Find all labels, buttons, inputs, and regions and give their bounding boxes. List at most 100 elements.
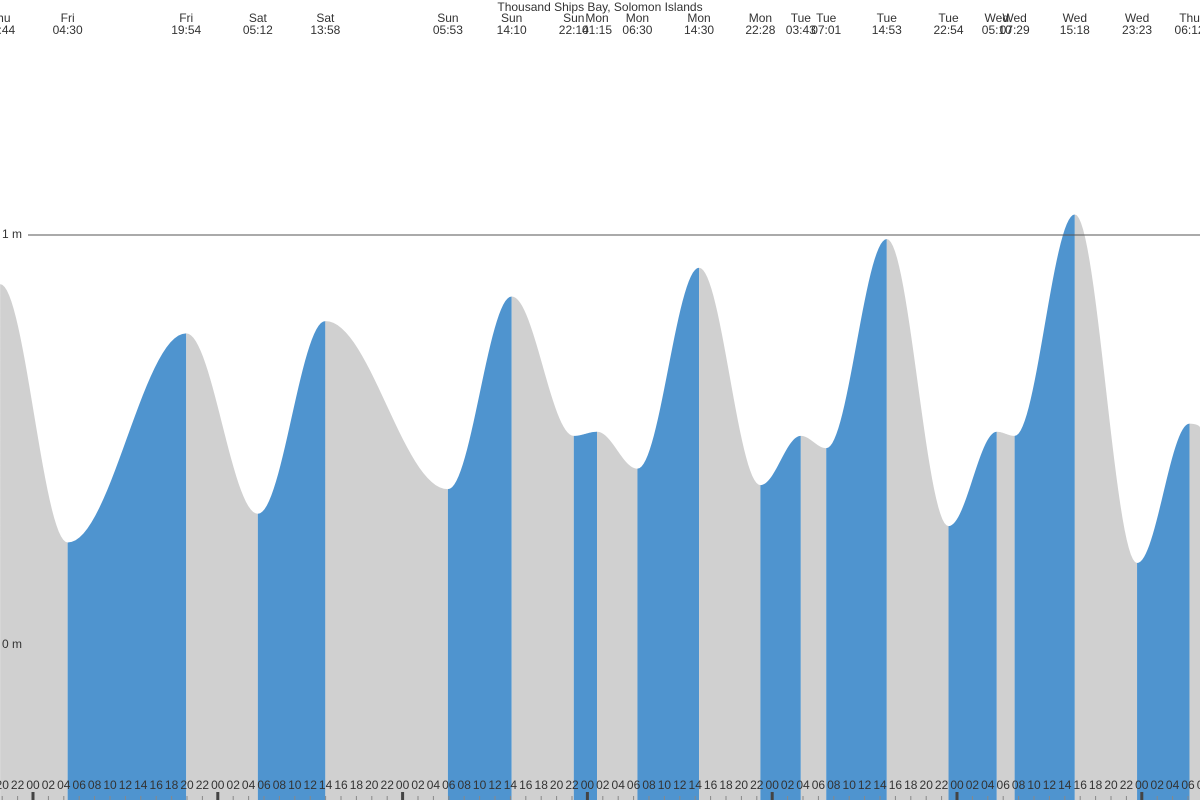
x-tick-label: 18 (1089, 778, 1103, 792)
x-tick-label: 08 (1012, 778, 1026, 792)
x-tick-label: 16 (334, 778, 348, 792)
x-tick-label: 10 (103, 778, 117, 792)
x-tick-label: 10 (658, 778, 672, 792)
x-tick-label: 14 (319, 778, 333, 792)
x-tick-label: 18 (165, 778, 179, 792)
extreme-day: Sat (316, 11, 335, 25)
falling-tide (996, 431, 1015, 800)
x-tick-label: 12 (858, 778, 872, 792)
x-tick-label: 18 (535, 778, 549, 792)
x-tick-label: 06 (627, 778, 641, 792)
x-tick-label: 14 (873, 778, 887, 792)
x-tick-label: 02 (42, 778, 56, 792)
extreme-time: 06:30 (622, 23, 652, 37)
tide-areas (0, 214, 1200, 800)
extreme-day: Wed (985, 11, 1009, 25)
y-tick-label: 1 m (2, 227, 22, 241)
x-tick-label: 08 (88, 778, 102, 792)
extreme-day: Thu (1179, 11, 1200, 25)
x-tick-label: 00 (26, 778, 40, 792)
extreme-day: Fri (61, 11, 75, 25)
axes (1, 234, 1200, 800)
falling-tide (800, 435, 827, 800)
extreme-time: 22:28 (745, 23, 775, 37)
chart-title: Thousand Ships Bay, Solomon Islands (497, 0, 702, 14)
extreme-day: Mon (687, 11, 710, 25)
x-tick-label: 04 (57, 778, 71, 792)
x-tick-label: 20 (735, 778, 749, 792)
x-tick-label: 06 (812, 778, 826, 792)
extreme-time: 07:29 (1000, 23, 1030, 37)
extreme-day: Sun (563, 11, 584, 25)
extreme-time: 03:43 (786, 23, 816, 37)
y-tick-label: 0 m (2, 637, 22, 651)
rising-tide (67, 333, 187, 800)
x-tick-label: 10 (843, 778, 857, 792)
x-tick-label: 22 (565, 778, 579, 792)
extreme-day: Wed (1002, 11, 1026, 25)
x-tick-label: 22 (1120, 778, 1134, 792)
extreme-day: Tue (877, 11, 898, 25)
x-tick-label: 08 (273, 778, 287, 792)
falling-tide (1074, 214, 1138, 800)
extreme-day: Sun (501, 11, 522, 25)
x-tick-label: 04 (796, 778, 810, 792)
rising-tide (760, 435, 801, 800)
falling-tide (511, 296, 574, 800)
x-tick-label: 14 (504, 778, 518, 792)
falling-tide (597, 431, 638, 800)
extreme-time: 23:23 (1122, 23, 1152, 37)
x-tick-label: 20 (550, 778, 564, 792)
rising-tide (826, 239, 887, 800)
x-tick-label: 06 (1181, 778, 1195, 792)
x-tick-label: 14 (1058, 778, 1072, 792)
x-tick-label: 00 (396, 778, 410, 792)
x-tick-label: 04 (1166, 778, 1180, 792)
x-tick-label: 22 (935, 778, 949, 792)
falling-tide (0, 284, 68, 800)
x-tick-label: 12 (1043, 778, 1057, 792)
extreme-day: Thu (0, 11, 10, 25)
extreme-time: 06:12 (1175, 23, 1200, 37)
x-tick-label: 18 (719, 778, 733, 792)
extreme-day: Tue (791, 11, 812, 25)
x-tick-label: 22 (750, 778, 764, 792)
x-tick-label: 08 (458, 778, 472, 792)
x-tick-label: 04 (981, 778, 995, 792)
extreme-time: 13:58 (310, 23, 340, 37)
x-tick-label: 22 (381, 778, 395, 792)
extreme-time: 05:53 (433, 23, 463, 37)
x-tick-label: 10 (288, 778, 302, 792)
extreme-time: 04:30 (53, 23, 83, 37)
x-tick-label: 12 (119, 778, 133, 792)
x-tick-label: 06 (997, 778, 1011, 792)
x-tick-label: 00 (766, 778, 780, 792)
rising-tide (637, 267, 700, 800)
x-tick-label: 00 (211, 778, 225, 792)
extreme-day: Tue (816, 11, 837, 25)
x-tick-label: 06 (73, 778, 87, 792)
extreme-time: 14:30 (684, 23, 714, 37)
x-tick-label: 10 (1027, 778, 1041, 792)
extreme-time: 07:01 (811, 23, 841, 37)
extreme-day: Sat (249, 11, 268, 25)
x-tick-label: 02 (227, 778, 241, 792)
extreme-day: Sun (437, 11, 458, 25)
x-tick-label: 16 (704, 778, 718, 792)
rising-tide (948, 431, 997, 800)
extreme-day: Mon (585, 11, 608, 25)
x-tick-label: 22 (196, 778, 210, 792)
x-tick-label: 14 (134, 778, 148, 792)
x-tick-label: 02 (781, 778, 795, 792)
falling-tide (1189, 423, 1200, 800)
rising-tide (1137, 423, 1190, 800)
x-tick-label: 06 (442, 778, 456, 792)
extreme-time: 22:54 (934, 23, 964, 37)
rising-tide (1014, 214, 1075, 800)
extreme-day: Mon (626, 11, 649, 25)
x-tick-label: 04 (242, 778, 256, 792)
x-tick-label: 22 (11, 778, 25, 792)
falling-tide (699, 267, 761, 800)
